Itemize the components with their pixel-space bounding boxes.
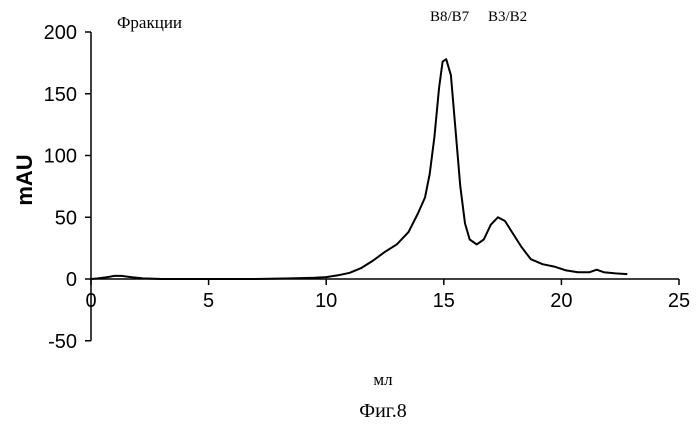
y-tick-label: 200 (44, 22, 77, 44)
x-tick-label: 15 (433, 290, 455, 312)
x-tick-label: 20 (550, 290, 572, 312)
x-axis-label: мл (373, 370, 393, 389)
y-axis: -50 0 50 100 150 200 (44, 22, 91, 353)
annotation-peak-b8-b7: B8/B7 (430, 9, 470, 25)
y-tick-label: 0 (66, 269, 77, 291)
annotation-fractions: Фракции (117, 13, 182, 32)
x-tick-label: 5 (203, 290, 214, 312)
x-tick-label: 10 (315, 290, 337, 312)
y-tick-label: 100 (44, 146, 77, 168)
annotation-peak-b3-b2: B3/B2 (488, 9, 527, 25)
y-axis-label: mAU (12, 154, 37, 205)
figure-caption: Фиг.8 (359, 400, 406, 422)
series-line (91, 59, 627, 279)
x-tick-label: 0 (85, 290, 96, 312)
y-tick-label: 50 (55, 207, 77, 229)
x-axis: 0 5 10 15 20 25 (85, 279, 690, 312)
x-tick-label: 25 (668, 290, 690, 312)
y-tick-label: -50 (48, 331, 77, 353)
y-tick-label: 150 (44, 84, 77, 106)
